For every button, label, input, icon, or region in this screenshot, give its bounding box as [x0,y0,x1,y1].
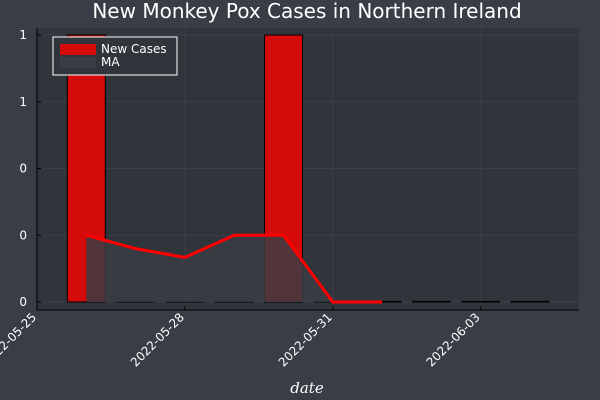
legend-label-ma: MA [101,55,120,69]
bar [411,300,451,303]
legend-swatch-new-cases [60,44,96,55]
bar [461,300,501,303]
ma-area [86,235,383,302]
x-tick-label: 2022-05-31 [276,310,335,369]
x-axis: 2022-05-25 2022-05-28 2022-05-31 2022-06-03 [0,306,483,369]
x-tick-label: 2022-05-28 [128,310,187,369]
legend: New Cases MA [52,36,178,76]
y-tick-label: 0 [19,295,27,309]
ma-line [85,233,383,304]
chart-title: New Monkey Pox Cases in Northern Ireland [92,0,521,23]
y-axis: 0 0 0 1 1 [19,28,41,309]
legend-box [52,36,178,76]
x-axis-label: date [290,379,324,397]
y-tick-label: 1 [19,28,27,42]
bar [510,300,550,303]
legend-label-new-cases: New Cases [101,42,167,56]
y-tick-label: 0 [19,228,27,242]
y-tick-label: 1 [19,95,27,109]
x-tick-label: 2022-05-25 [0,310,39,369]
ma-series [85,233,383,304]
x-tick-label: 2022-06-03 [424,310,483,369]
legend-swatch-ma [60,57,96,68]
y-tick-label: 0 [19,162,27,176]
